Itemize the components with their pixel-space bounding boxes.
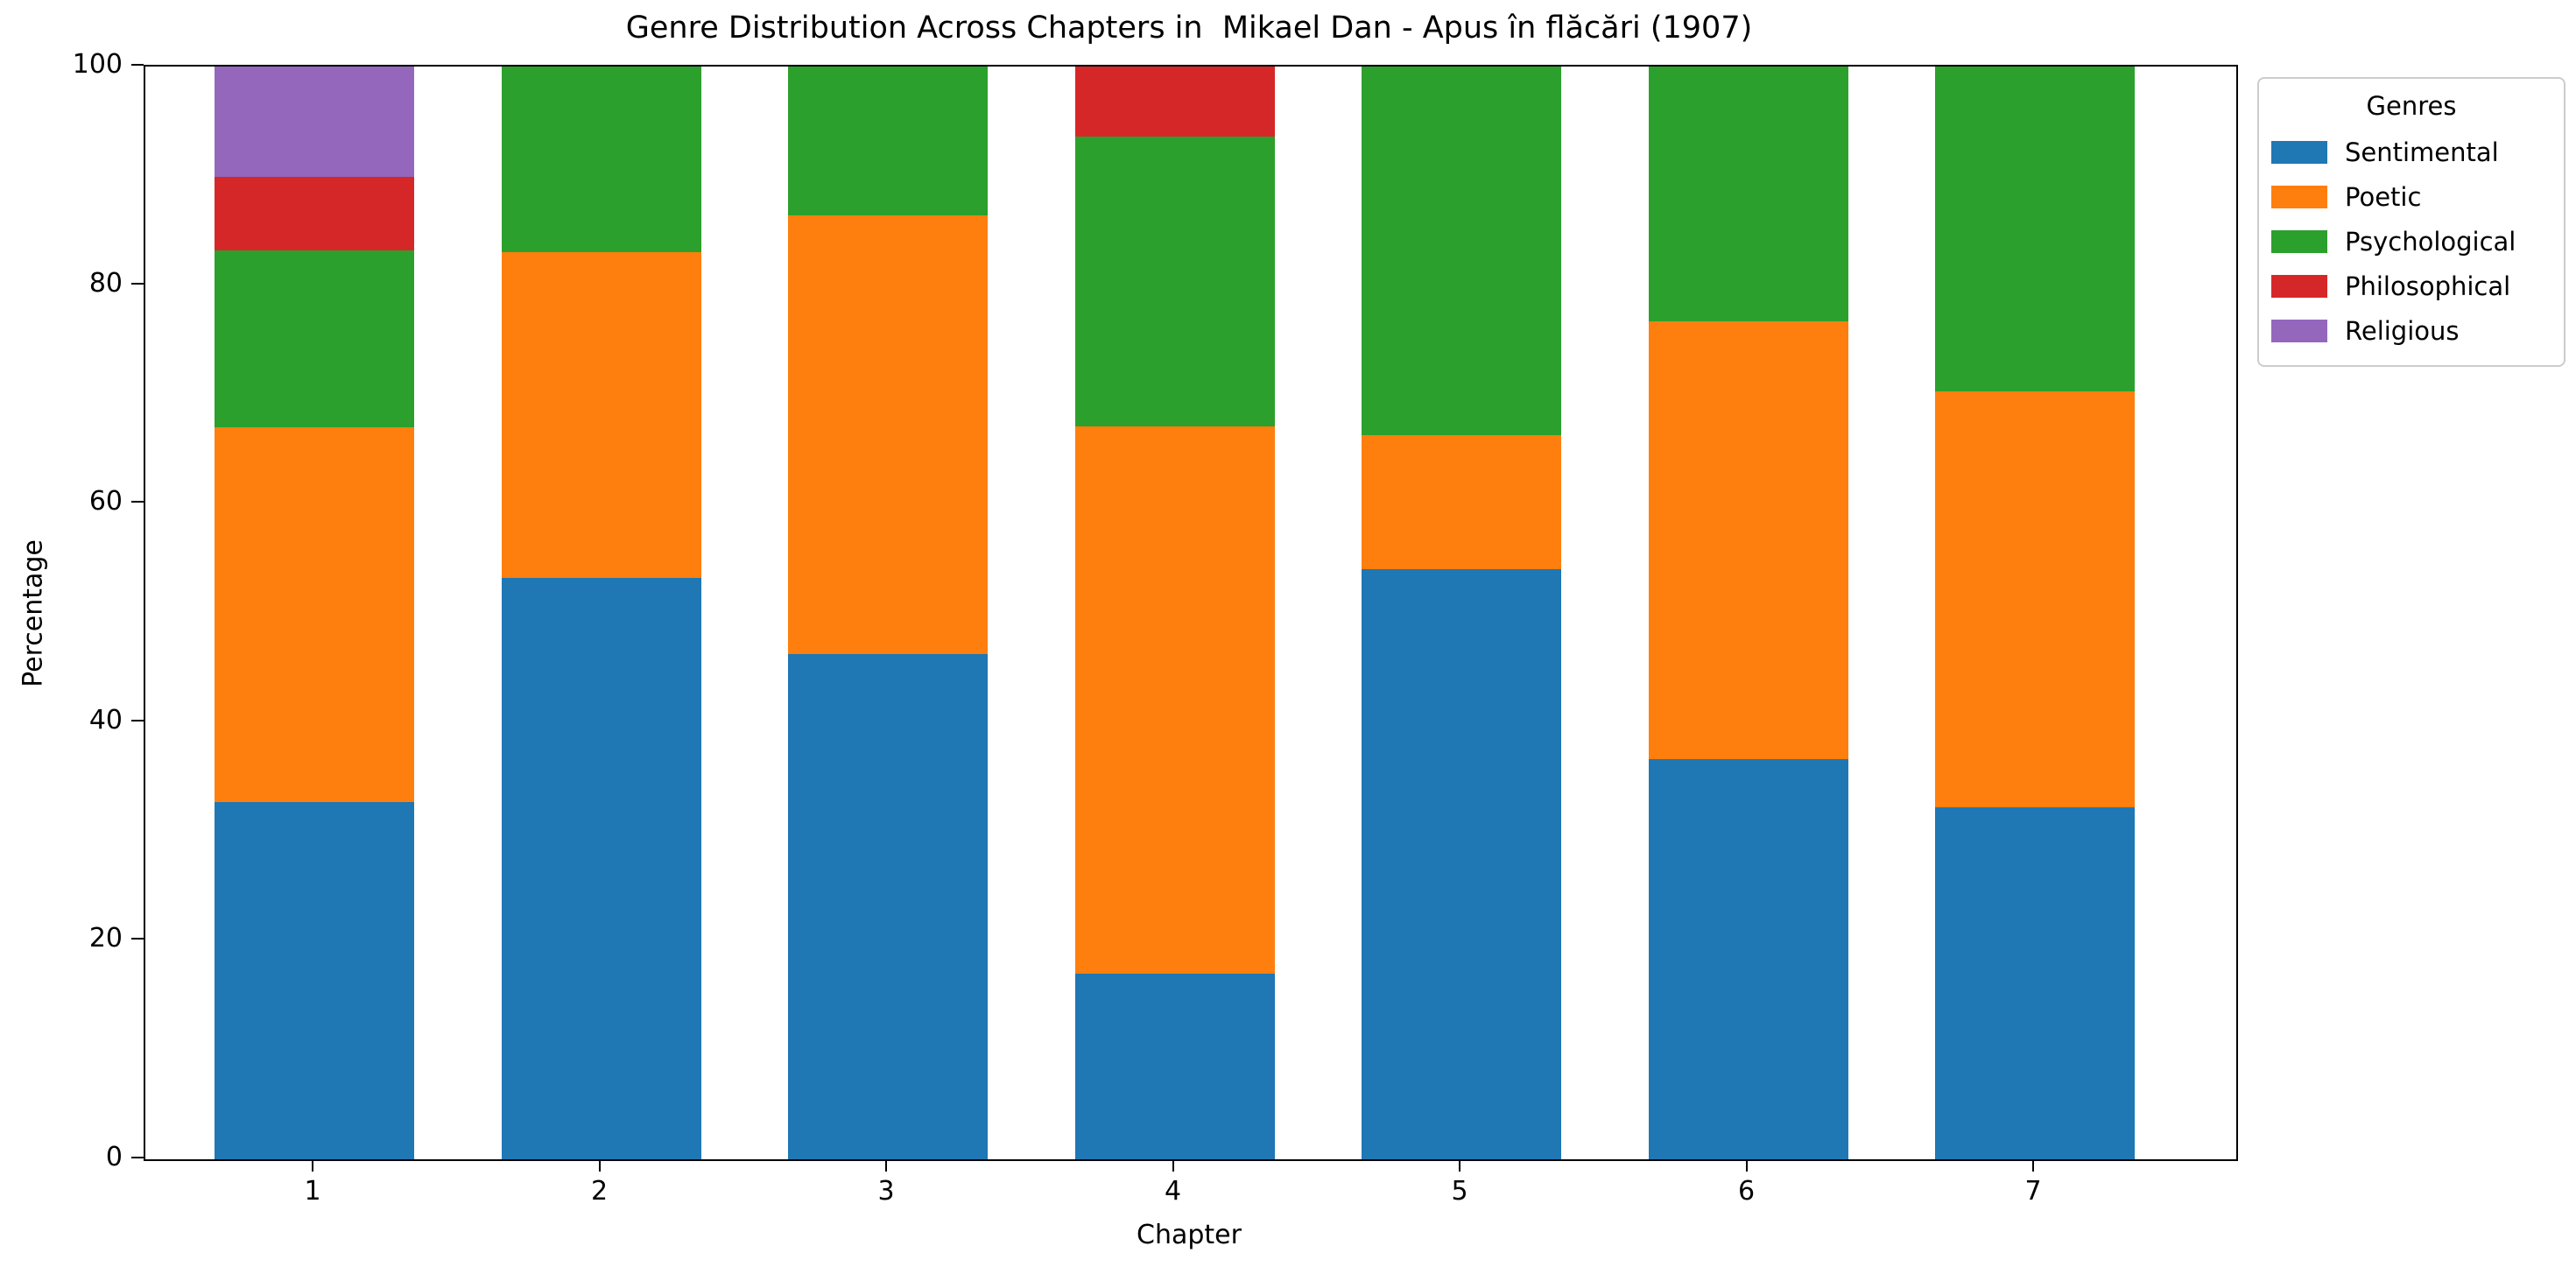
y-tick-label-0: 0 (105, 1142, 123, 1172)
x-tick-mark-1 (312, 1159, 313, 1172)
bar-segment-psychological-ch4 (1074, 136, 1275, 426)
bar-segment-sentimental-ch5 (1362, 569, 1561, 1159)
bar-segment-sentimental-ch4 (1074, 973, 1275, 1159)
y-tick-mark-20 (131, 938, 144, 940)
x-tick-mark-3 (885, 1159, 887, 1172)
bar-segment-poetic-ch5 (1362, 434, 1561, 570)
x-tick-label-2: 2 (590, 1176, 609, 1207)
bar-chapter-7 (1935, 67, 2135, 1159)
bar-chapter-2 (501, 67, 701, 1159)
bar-segment-sentimental-ch2 (501, 578, 701, 1159)
bar-chapter-4 (1074, 67, 1275, 1159)
bar-segment-sentimental-ch7 (1935, 807, 2135, 1159)
legend-item-religious: Religious (2271, 308, 2551, 353)
bar-segment-poetic-ch1 (215, 426, 414, 802)
x-axis-label: Chapter (1137, 1220, 1242, 1250)
y-axis-label: Percentage (18, 539, 49, 687)
x-tick-label-4: 4 (1164, 1176, 1182, 1207)
y-tick-label-60: 60 (88, 486, 123, 517)
bar-segment-psychological-ch1 (215, 250, 414, 427)
x-tick-label-5: 5 (1451, 1176, 1468, 1207)
legend-title: Genres (2366, 91, 2457, 121)
y-tick-mark-0 (131, 1157, 144, 1158)
legend-swatch-psychological (2271, 229, 2327, 253)
legend: Genres Sentimental Poetic Psychological Phi… (2257, 77, 2565, 367)
legend-item-philosophical: Philosophical (2271, 264, 2551, 308)
bar-segment-sentimental-ch3 (788, 654, 988, 1159)
x-tick-mark-5 (1459, 1159, 1460, 1172)
y-tick-label-100: 100 (72, 49, 123, 80)
legend-label-religious: Religious (2345, 315, 2460, 346)
bar-segment-philosophical-ch1 (215, 177, 414, 250)
bar-segment-sentimental-ch6 (1648, 759, 1848, 1159)
x-tick-mark-7 (2032, 1159, 2034, 1172)
bar-chapter-6 (1648, 67, 1848, 1159)
bar-segment-poetic-ch2 (501, 252, 701, 579)
bar-segment-poetic-ch4 (1074, 426, 1275, 974)
bar-segment-religious-ch1 (215, 67, 414, 178)
bar-segment-psychological-ch5 (1362, 67, 1561, 435)
x-tick-label-3: 3 (877, 1176, 895, 1207)
chart-title: Genre Distribution Across Chapters in Mi… (625, 11, 1753, 46)
y-tick-label-40: 40 (88, 704, 123, 736)
x-tick-label-7: 7 (2024, 1176, 2042, 1207)
legend-item-poetic: Poetic (2271, 174, 2551, 219)
bar-segment-poetic-ch7 (1935, 391, 2135, 808)
y-tick-mark-80 (131, 282, 144, 285)
legend-label-psychological: Psychological (2345, 226, 2516, 257)
bar-segment-psychological-ch3 (788, 67, 988, 215)
bar-segment-poetic-ch6 (1648, 320, 1848, 760)
legend-swatch-philosophical (2271, 274, 2327, 298)
legend-label-philosophical: Philosophical (2345, 271, 2511, 301)
legend-label-sentimental: Sentimental (2345, 137, 2499, 167)
legend-label-poetic: Poetic (2345, 181, 2422, 212)
x-tick-label-6: 6 (1737, 1176, 1756, 1207)
bar-segment-poetic-ch3 (788, 215, 988, 655)
y-tick-label-80: 80 (88, 267, 123, 299)
x-tick-mark-2 (598, 1159, 601, 1172)
legend-swatch-poetic (2271, 185, 2327, 208)
x-tick-label-1: 1 (304, 1176, 321, 1207)
y-tick-mark-60 (131, 501, 144, 503)
bar-segment-sentimental-ch1 (215, 801, 414, 1159)
legend-item-psychological: Psychological (2271, 219, 2551, 264)
bar-segment-psychological-ch2 (501, 67, 701, 253)
x-tick-mark-4 (1172, 1159, 1174, 1172)
legend-swatch-sentimental (2271, 140, 2327, 164)
legend-items: Sentimental Poetic Psychological Philosophi… (2271, 130, 2551, 353)
legend-item-sentimental: Sentimental (2271, 130, 2551, 174)
bar-segment-psychological-ch6 (1648, 67, 1848, 321)
y-tick-mark-40 (131, 719, 144, 721)
bar-chapter-1 (215, 67, 414, 1159)
bar-segment-philosophical-ch4 (1074, 67, 1275, 137)
y-tick-label-20: 20 (88, 923, 123, 954)
y-tick-mark-100 (131, 64, 144, 66)
legend-swatch-religious (2271, 319, 2327, 342)
x-tick-mark-6 (1745, 1159, 1748, 1172)
plot-area (144, 65, 2238, 1161)
bar-chapter-5 (1362, 67, 1561, 1159)
bar-chapter-3 (788, 67, 988, 1159)
bar-segment-psychological-ch7 (1935, 67, 2135, 391)
